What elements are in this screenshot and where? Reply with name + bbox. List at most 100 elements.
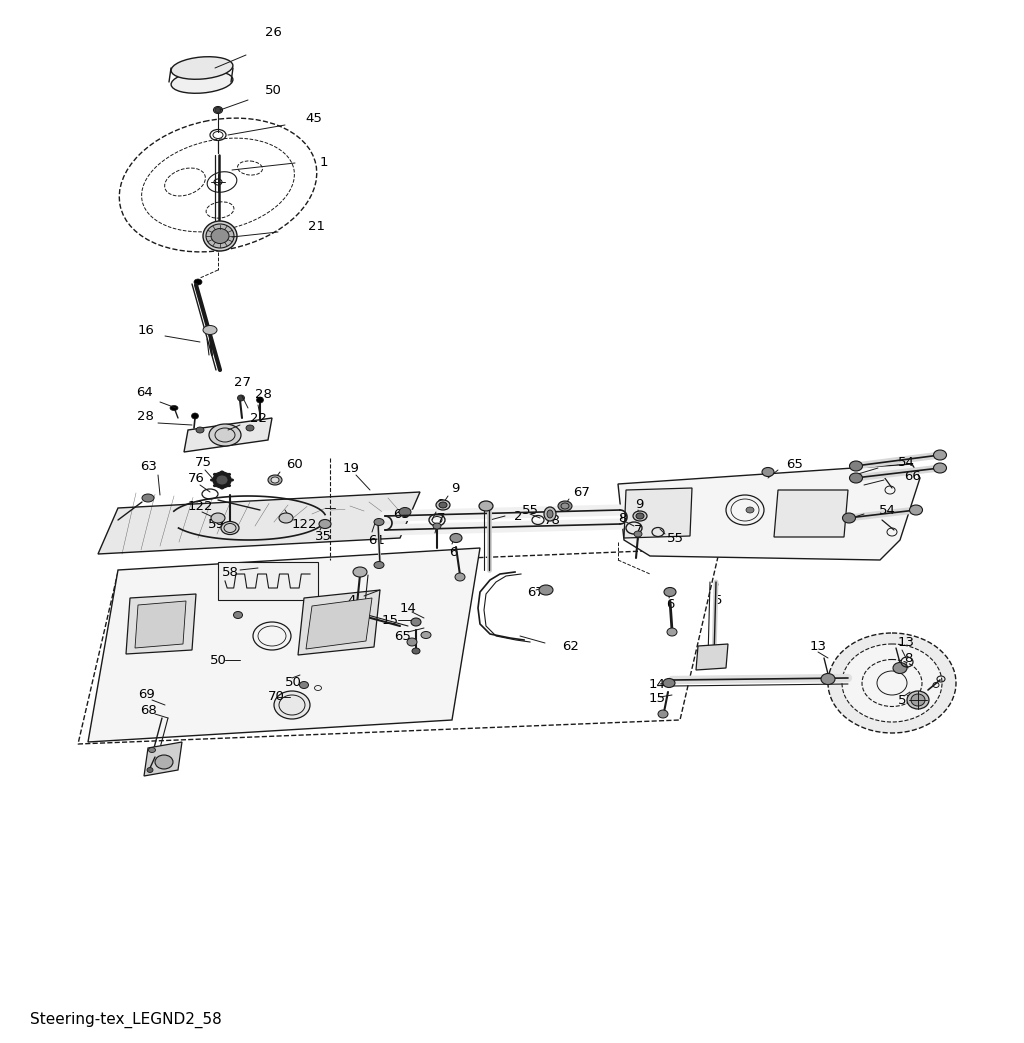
- Ellipse shape: [203, 325, 217, 335]
- Ellipse shape: [238, 395, 245, 401]
- Ellipse shape: [215, 107, 221, 113]
- Polygon shape: [774, 490, 848, 537]
- Ellipse shape: [850, 461, 862, 471]
- Text: 122: 122: [292, 518, 317, 532]
- Polygon shape: [618, 464, 920, 560]
- Ellipse shape: [213, 472, 231, 488]
- Text: 54: 54: [898, 456, 914, 468]
- Ellipse shape: [746, 507, 754, 513]
- Ellipse shape: [353, 567, 367, 577]
- Ellipse shape: [911, 694, 925, 706]
- Text: 13: 13: [810, 640, 827, 654]
- Ellipse shape: [256, 397, 263, 403]
- Ellipse shape: [220, 486, 224, 489]
- Ellipse shape: [547, 510, 553, 518]
- Ellipse shape: [227, 484, 231, 487]
- Text: 15: 15: [382, 613, 399, 627]
- Ellipse shape: [221, 522, 239, 534]
- Text: 8: 8: [904, 652, 912, 664]
- Ellipse shape: [436, 500, 450, 510]
- Ellipse shape: [299, 681, 308, 688]
- Text: 75: 75: [195, 456, 212, 468]
- Text: 69: 69: [138, 688, 155, 702]
- Ellipse shape: [455, 573, 465, 581]
- Text: 61: 61: [368, 534, 385, 547]
- Ellipse shape: [634, 531, 642, 537]
- Text: 13: 13: [898, 636, 915, 650]
- Ellipse shape: [439, 502, 447, 508]
- Ellipse shape: [142, 494, 154, 502]
- Text: 55: 55: [522, 504, 539, 516]
- Text: 7: 7: [437, 512, 445, 526]
- Ellipse shape: [148, 748, 156, 752]
- Polygon shape: [126, 595, 196, 654]
- Text: 62: 62: [562, 640, 579, 654]
- Ellipse shape: [907, 692, 929, 709]
- Ellipse shape: [211, 513, 225, 523]
- Ellipse shape: [539, 585, 553, 595]
- Ellipse shape: [399, 508, 411, 516]
- Text: 76: 76: [188, 471, 205, 485]
- Ellipse shape: [450, 534, 462, 542]
- Text: 6: 6: [666, 599, 675, 611]
- Text: 6: 6: [449, 545, 458, 558]
- Text: 28: 28: [255, 388, 272, 402]
- Text: 9: 9: [635, 498, 643, 510]
- Text: 7: 7: [634, 525, 642, 537]
- Polygon shape: [98, 492, 420, 554]
- Ellipse shape: [544, 507, 556, 522]
- Ellipse shape: [934, 450, 946, 460]
- Text: 22: 22: [250, 412, 267, 425]
- Ellipse shape: [558, 501, 572, 511]
- Polygon shape: [184, 418, 272, 452]
- Text: 15: 15: [649, 692, 666, 704]
- Ellipse shape: [206, 224, 234, 248]
- Ellipse shape: [220, 470, 224, 474]
- Text: 2: 2: [514, 509, 522, 523]
- Text: 64: 64: [136, 386, 153, 398]
- Ellipse shape: [762, 467, 774, 477]
- Text: 16: 16: [138, 323, 155, 337]
- Text: 58: 58: [222, 566, 239, 580]
- Ellipse shape: [909, 505, 923, 515]
- Ellipse shape: [828, 633, 956, 733]
- Text: 60: 60: [286, 459, 303, 471]
- Ellipse shape: [374, 518, 384, 526]
- Text: 1: 1: [319, 156, 329, 170]
- Text: 50: 50: [285, 676, 302, 688]
- Ellipse shape: [274, 692, 310, 719]
- Ellipse shape: [171, 56, 232, 79]
- Ellipse shape: [213, 106, 222, 114]
- Ellipse shape: [155, 755, 173, 769]
- Ellipse shape: [211, 228, 229, 243]
- Ellipse shape: [191, 413, 199, 419]
- Ellipse shape: [279, 513, 293, 523]
- Ellipse shape: [213, 484, 217, 487]
- Polygon shape: [135, 601, 186, 648]
- Ellipse shape: [664, 587, 676, 597]
- Ellipse shape: [170, 406, 178, 411]
- Text: 68: 68: [140, 703, 157, 717]
- Text: 66: 66: [904, 469, 921, 483]
- Text: 54: 54: [879, 504, 896, 516]
- Ellipse shape: [667, 628, 677, 636]
- Text: 35: 35: [315, 531, 332, 543]
- Polygon shape: [624, 488, 692, 538]
- Ellipse shape: [209, 425, 241, 446]
- FancyBboxPatch shape: [218, 562, 318, 600]
- Polygon shape: [88, 548, 480, 742]
- Text: 78: 78: [544, 513, 561, 527]
- Ellipse shape: [821, 674, 835, 684]
- Ellipse shape: [412, 648, 420, 654]
- Ellipse shape: [407, 638, 417, 646]
- Ellipse shape: [433, 523, 441, 529]
- Ellipse shape: [147, 768, 153, 773]
- Text: 19: 19: [343, 461, 359, 475]
- Ellipse shape: [319, 519, 331, 529]
- Text: 50: 50: [210, 654, 227, 666]
- Ellipse shape: [213, 472, 217, 476]
- Ellipse shape: [194, 278, 202, 285]
- Ellipse shape: [196, 427, 204, 433]
- Ellipse shape: [216, 475, 228, 485]
- Text: 55: 55: [667, 532, 684, 544]
